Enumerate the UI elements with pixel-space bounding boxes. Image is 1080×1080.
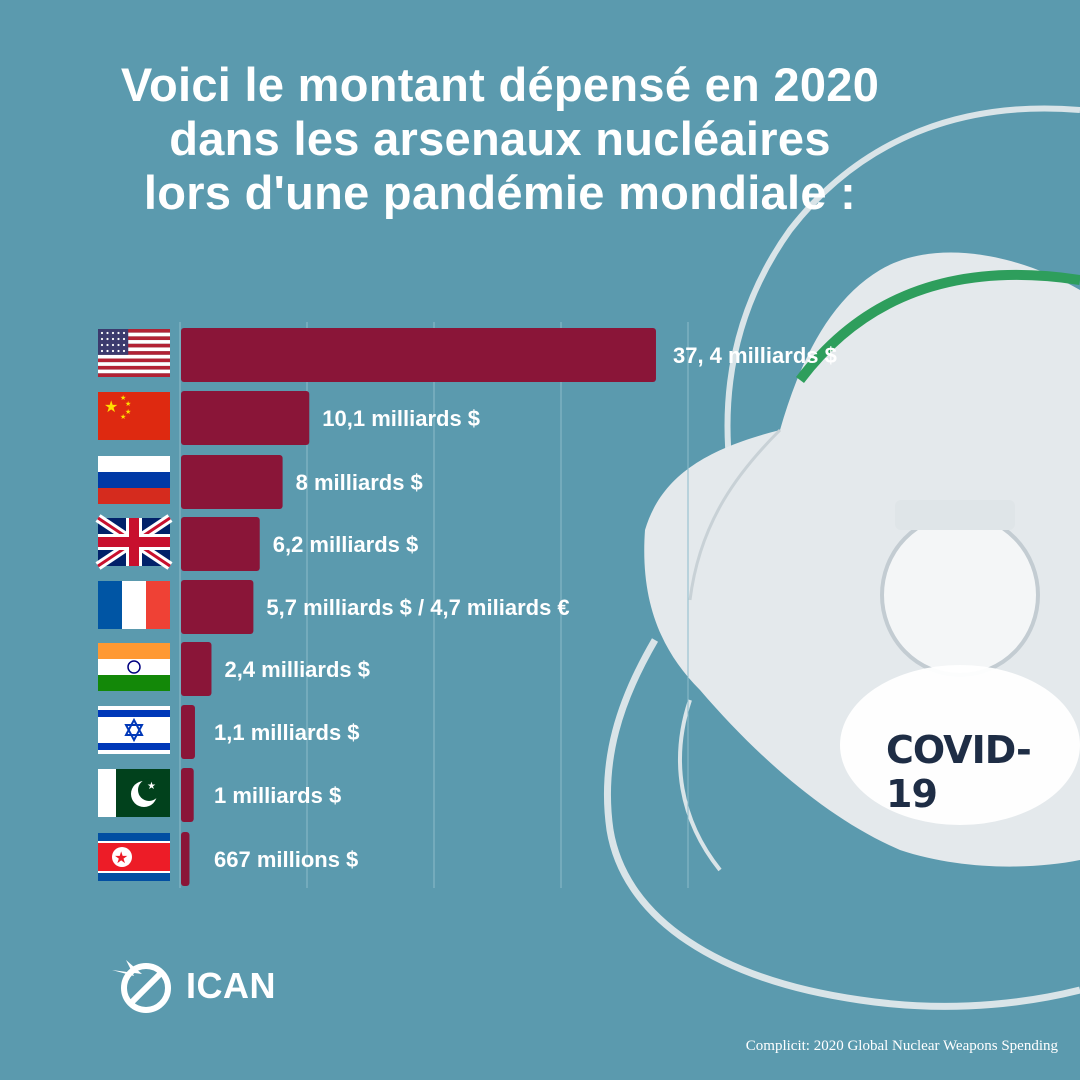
ican-logo-text: ICAN [186, 965, 276, 1006]
title-line-1: Voici le montant dépensé en 2020 [120, 58, 880, 111]
france-flag-icon [98, 581, 170, 629]
data-label: 6,2 milliards $ [273, 532, 419, 557]
title-line-2: dans les arsenaux nucléaires [169, 112, 831, 165]
north-korea-flag-icon: ★ [98, 833, 170, 881]
israel-flag-icon [98, 706, 170, 754]
bar-7 [181, 768, 194, 822]
svg-text:★: ★ [104, 397, 118, 416]
bar-3 [181, 517, 260, 571]
svg-text:★: ★ [114, 848, 128, 867]
svg-text:★: ★ [120, 413, 126, 421]
dove-logo-icon [112, 960, 171, 1013]
svg-text:★: ★ [120, 394, 126, 402]
mask-covid-label: COVID-19 [886, 728, 1032, 816]
bar-8 [181, 832, 190, 886]
svg-text:★: ★ [147, 781, 156, 792]
pakistan-flag-icon: ★ [98, 769, 170, 817]
bar-5 [181, 642, 212, 696]
bar-2 [181, 455, 283, 509]
data-label: 1,1 milliards $ [214, 720, 360, 745]
data-label: 2,4 milliards $ [224, 657, 370, 682]
russia-flag-icon [98, 456, 170, 504]
us-flag-icon [98, 329, 170, 377]
svg-text:★: ★ [125, 408, 131, 416]
data-label: 10,1 milliards $ [322, 406, 480, 431]
page-title: Voici le montant dépensé en 2020 dans le… [0, 58, 1000, 220]
title-line-3: lors d'une pandémie mondiale : [143, 166, 857, 219]
bar-6 [181, 705, 195, 759]
data-label: 1 milliards $ [214, 783, 341, 808]
bar-0 [181, 328, 656, 382]
uk-flag-icon [95, 514, 173, 570]
bar-4 [181, 580, 254, 634]
data-label: 8 milliards $ [296, 470, 423, 495]
data-label: 5,7 milliards $ / 4,7 miliards € [266, 595, 569, 620]
bar-1 [181, 391, 310, 445]
source-note: Complicit: 2020 Global Nuclear Weapons S… [745, 1038, 1058, 1054]
china-flag-icon: ★ ★★★★ [98, 392, 170, 440]
ican-logo: ICAN [108, 956, 276, 1016]
data-label: 667 millions $ [214, 847, 358, 872]
data-label: 37, 4 milliards $ [673, 343, 837, 368]
india-flag-icon [98, 643, 170, 691]
svg-text:★: ★ [125, 400, 131, 408]
